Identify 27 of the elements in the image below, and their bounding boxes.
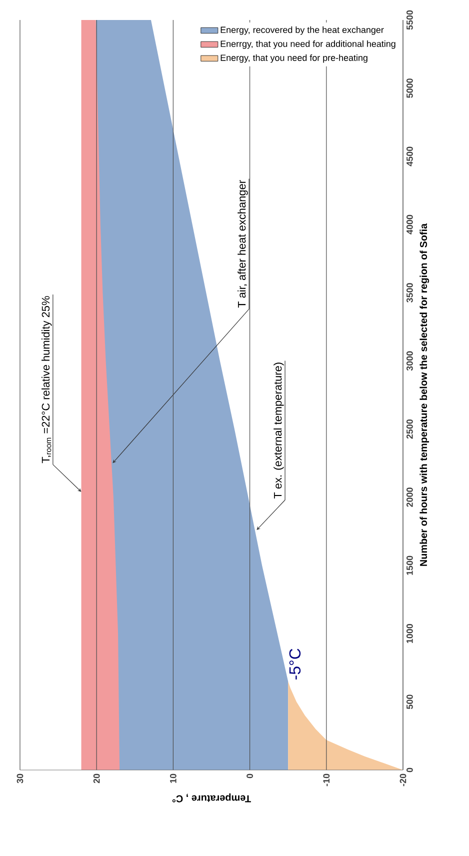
legend-label: Energy, recovered by the heat exchanger: [220, 26, 384, 35]
y-tick-label: 500: [406, 694, 413, 710]
y-tick-label: 4000: [406, 214, 413, 234]
annotation: T,$_{room}$ =22°C relative humidity 25%: [42, 296, 52, 464]
annotation: T ex. (external temperature): [274, 362, 284, 499]
x-tick-label: -10: [323, 774, 330, 786]
y-tick-label: 0: [406, 768, 413, 772]
legend-label: Energy, that you need for pre-heating: [220, 54, 368, 63]
y-axis-title: Number of hours with temperature below the selected for region of Sofia: [420, 223, 430, 566]
y-tick-label: 3000: [406, 351, 413, 371]
annotation: T air, after heat exchanger: [238, 180, 248, 308]
y-tick-label: 2000: [406, 488, 413, 507]
y-tick-label: 1000: [406, 624, 413, 644]
y-tick-label: 2500: [406, 419, 413, 439]
x-tick-label: 10: [170, 774, 176, 783]
x-axis-title: Temperature , C°: [172, 793, 251, 802]
x-tick-label: 20: [93, 774, 100, 784]
y-tick-label: 5500: [406, 10, 413, 30]
y-tick-label: 5000: [406, 78, 413, 98]
x-tick-label: 0: [246, 774, 253, 778]
y-tick-label: 3500: [406, 283, 413, 302]
y-tick-label: 4500: [406, 146, 413, 166]
legend-label: Enerrgy, that you need for additional heating: [220, 40, 396, 49]
annotation: -5°C: [289, 648, 301, 680]
x-tick-label: 30: [16, 774, 24, 784]
x-tick-label: -20: [400, 774, 406, 786]
y-tick-label: 1500: [406, 556, 413, 575]
